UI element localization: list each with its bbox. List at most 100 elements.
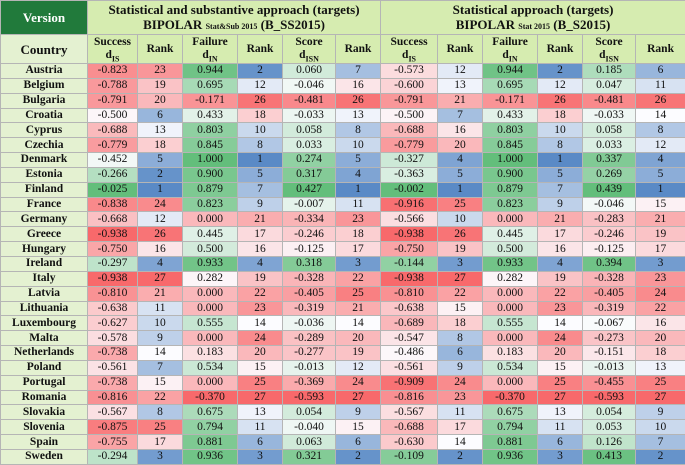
right-success-value-cell: -0.688: [381, 420, 438, 435]
right-score-rank-cell: 23: [636, 271, 685, 286]
left-success-value-cell: -0.266: [88, 167, 138, 182]
right-failure-value-cell: 0.282: [483, 271, 538, 286]
left-failure-rank-cell: 4: [238, 256, 283, 271]
left-score-value-cell: -0.593: [283, 390, 336, 405]
left-failure-rank-cell: 11: [238, 420, 283, 435]
left-success-rank-cell: 25: [138, 420, 183, 435]
left-score-value-cell: -0.036: [283, 316, 336, 331]
left-score-rank-cell: 5: [336, 153, 381, 168]
rank-column-header: Rank: [238, 35, 283, 64]
left-success-rank-cell: 24: [138, 197, 183, 212]
left-success-value-cell: -0.738: [88, 346, 138, 361]
left-score-rank-cell: 3: [336, 256, 381, 271]
left-failure-value-cell: 0.000: [183, 286, 238, 301]
right-success-value-cell: -0.689: [381, 316, 438, 331]
left-success-value-cell: -0.816: [88, 390, 138, 405]
right-success-value-cell: -0.500: [381, 108, 438, 123]
country-cell: Cyprus: [1, 123, 88, 138]
left-failure-rank-cell: 20: [238, 346, 283, 361]
right-score-value-cell: 0.185: [583, 64, 636, 79]
right-failure-rank-cell: 19: [538, 271, 583, 286]
right-score-rank-cell: 20: [636, 331, 685, 346]
left-score-rank-cell: 27: [336, 390, 381, 405]
left-score-rank-cell: 8: [336, 123, 381, 138]
right-success-rank-cell: 24: [438, 375, 483, 390]
right-success-value-cell: -0.909: [381, 375, 438, 390]
version-label: Version: [1, 1, 88, 35]
left-score-rank-cell: 15: [336, 420, 381, 435]
left-failure-value-cell: 0.944: [183, 64, 238, 79]
country-cell: France: [1, 197, 88, 212]
left-success-value-cell: -0.750: [88, 242, 138, 257]
left-score-value-cell: 0.033: [283, 138, 336, 153]
right-score-value-cell: 0.269: [583, 167, 636, 182]
left-success-value-cell: -0.755: [88, 435, 138, 450]
left-success-rank-cell: 20: [138, 93, 183, 108]
right-score-rank-cell: 18: [636, 346, 685, 361]
left-failure-value-cell: 0.794: [183, 420, 238, 435]
right-failure-value-cell: 0.183: [483, 346, 538, 361]
left-score-value-cell: -0.277: [283, 346, 336, 361]
right-failure-rank-cell: 4: [538, 256, 583, 271]
left-success-rank-cell: 16: [138, 242, 183, 257]
left-score-rank-cell: 17: [336, 242, 381, 257]
right-success-rank-cell: 27: [438, 271, 483, 286]
right-score-value-cell: 0.033: [583, 138, 636, 153]
right-success-rank-cell: 17: [438, 420, 483, 435]
right-failure-value-cell: 0.675: [483, 405, 538, 420]
left-success-value-cell: -0.823: [88, 64, 138, 79]
right-failure-value-cell: 0.000: [483, 212, 538, 227]
right-success-rank-cell: 23: [438, 390, 483, 405]
right-failure-rank-cell: 11: [538, 420, 583, 435]
right-score-rank-cell: 19: [636, 227, 685, 242]
country-cell: Germany: [1, 212, 88, 227]
left-score-rank-cell: 26: [336, 93, 381, 108]
right-score-rank-cell: 5: [636, 167, 685, 182]
left-success-value-cell: -0.025: [88, 182, 138, 197]
left-success-value-cell: -0.638: [88, 301, 138, 316]
right-success-rank-cell: 22: [438, 286, 483, 301]
left-score-value-cell: 0.427: [283, 182, 336, 197]
right-success-rank-cell: 9: [438, 360, 483, 375]
country-cell: Denmark: [1, 153, 88, 168]
left-failure-value-cell: 0.445: [183, 227, 238, 242]
right-success-rank-cell: 4: [438, 153, 483, 168]
left-score-rank-cell: 13: [336, 108, 381, 123]
right-score-value-cell: -0.013: [583, 360, 636, 375]
left-score-value-cell: 0.317: [283, 167, 336, 182]
right-score-value-cell: -0.033: [583, 108, 636, 123]
country-cell: Austria: [1, 64, 88, 79]
right-score-value-cell: 0.126: [583, 435, 636, 450]
rank-column-header: Rank: [636, 35, 685, 64]
right-success-rank-cell: 15: [438, 301, 483, 316]
left-score-rank-cell: 2: [336, 449, 381, 464]
left-failure-rank-cell: 26: [238, 93, 283, 108]
right-success-rank-cell: 13: [438, 78, 483, 93]
right-score-value-cell: -0.481: [583, 93, 636, 108]
right-success-value-cell: -0.810: [381, 286, 438, 301]
right-failure-rank-cell: 17: [538, 227, 583, 242]
right-success-value-cell: -0.486: [381, 346, 438, 361]
right-score-value-cell: 0.047: [583, 78, 636, 93]
left-score-value-cell: -0.013: [283, 360, 336, 375]
left-score-value-cell: 0.318: [283, 256, 336, 271]
left-score-rank-cell: 21: [336, 301, 381, 316]
left-success-rank-cell: 11: [138, 301, 183, 316]
right-failure-rank-cell: 5: [538, 167, 583, 182]
right-success-value-cell: -0.688: [381, 123, 438, 138]
right-success-rank-cell: 14: [438, 435, 483, 450]
right-failure-rank-cell: 3: [538, 449, 583, 464]
